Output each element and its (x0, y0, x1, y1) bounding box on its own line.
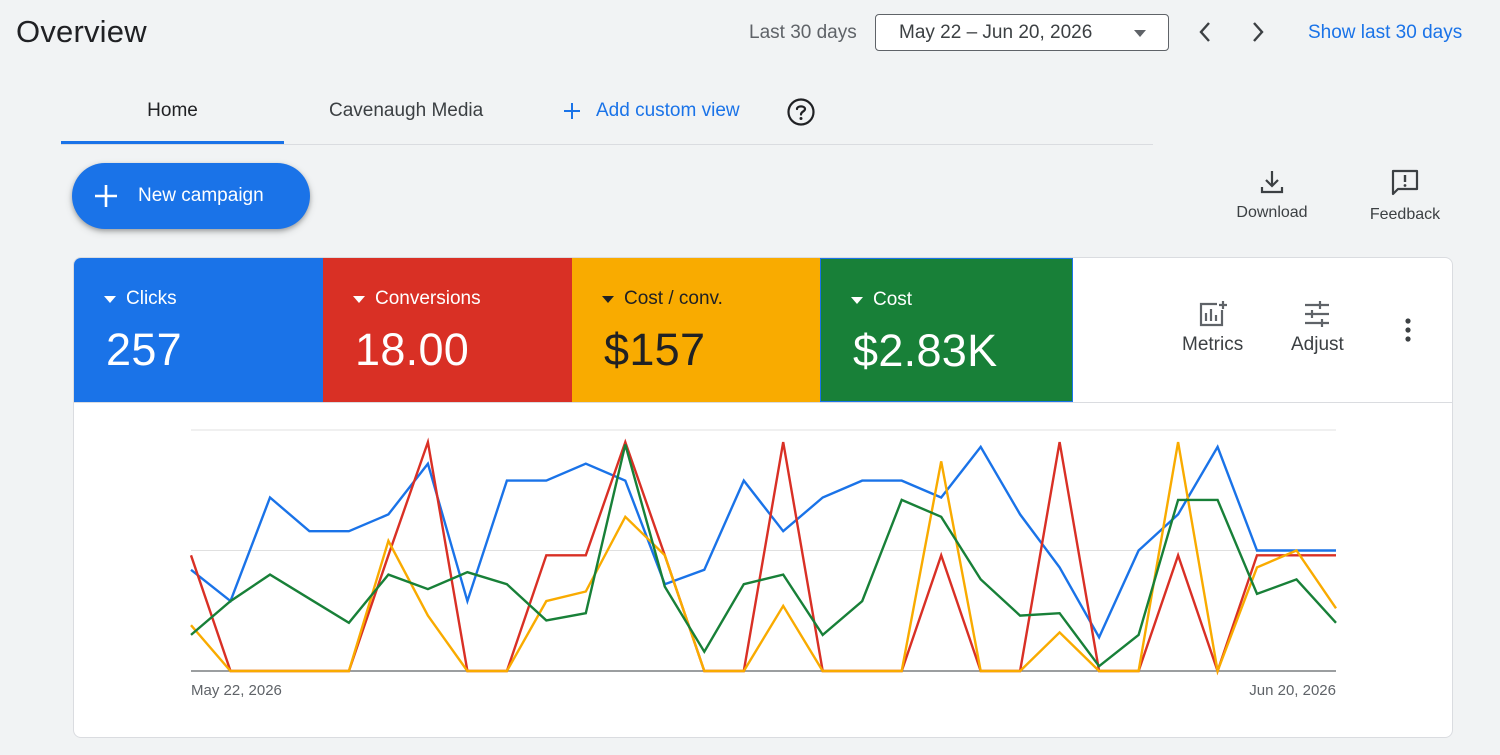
tab-add-custom-view[interactable]: Add custom view (562, 100, 740, 122)
tab-home[interactable]: Home (147, 100, 198, 121)
next-period-button[interactable] (1243, 16, 1273, 48)
more-vert-icon (1405, 318, 1411, 342)
feedback-button[interactable]: Feedback (1355, 168, 1455, 224)
date-range-picker[interactable]: May 22 – Jun 20, 2026 (875, 14, 1169, 51)
series-line-3 (190, 441, 1337, 676)
tab-cavenaugh-media[interactable]: Cavenaugh Media (329, 100, 484, 121)
plus-icon (564, 103, 580, 119)
feedback-icon (1391, 169, 1419, 196)
metric-label: Clicks (126, 288, 177, 309)
metric-label: Conversions (375, 288, 481, 309)
caret-down-icon (602, 295, 614, 303)
help-icon[interactable] (786, 97, 816, 127)
feedback-label: Feedback (1369, 206, 1441, 223)
caret-down-icon (104, 295, 116, 303)
performance-line-chart: May 22, 2026 Jun 20, 2026 (189, 429, 1337, 699)
dropdown-arrow-icon (1134, 30, 1146, 37)
series-line-4 (190, 444, 1337, 668)
show-last-30-days-link[interactable]: Show last 30 days (1308, 22, 1463, 43)
performance-card: Clicks 257 Conversions 18.00 Cost / conv… (73, 257, 1453, 738)
series-line-2 (189, 437, 1336, 675)
previous-period-button[interactable] (1190, 16, 1220, 48)
metrics-button[interactable]: Metrics (1182, 300, 1243, 356)
download-icon (1260, 171, 1284, 194)
add-custom-view-label: Add custom view (596, 100, 740, 121)
new-campaign-button[interactable]: New campaign (72, 163, 310, 229)
metric-value: $157 (604, 324, 706, 375)
caret-down-icon (851, 296, 863, 304)
caret-down-icon (353, 295, 365, 303)
metrics-label: Metrics (1182, 334, 1244, 355)
new-campaign-label: New campaign (138, 185, 264, 206)
card-divider (74, 402, 1452, 403)
metric-clicks[interactable]: Clicks 257 (74, 258, 323, 402)
date-range-value: May 22 – Jun 20, 2026 (899, 21, 1093, 43)
metric-value: 18.00 (355, 324, 470, 375)
metric-label: Cost (873, 289, 913, 310)
metric-conversions[interactable]: Conversions 18.00 (323, 258, 572, 402)
x-axis-start-label: May 22, 2026 (191, 682, 282, 699)
adjust-label: Adjust (1291, 334, 1344, 355)
metric-value: $2.83K (853, 325, 998, 376)
tabs-divider (61, 144, 1153, 145)
x-axis-end-label: Jun 20, 2026 (1249, 682, 1336, 699)
active-tab-indicator (61, 141, 284, 144)
plus-icon (95, 185, 117, 207)
chart-series (189, 437, 1337, 676)
page-title: Overview (16, 14, 147, 49)
series-line-1 (190, 444, 1336, 640)
metric-value: 257 (106, 324, 182, 375)
adjust-button[interactable]: Adjust (1291, 300, 1344, 356)
tune-icon (1305, 301, 1330, 327)
download-button[interactable]: Download (1222, 168, 1322, 222)
metric-label: Cost / conv. (624, 288, 723, 309)
add-chart-icon (1199, 301, 1227, 327)
metric-cost-per-conversion[interactable]: Cost / conv. $157 (572, 258, 820, 402)
chevron-left-icon (1199, 22, 1210, 42)
more-options-button[interactable] (1396, 314, 1420, 348)
chevron-right-icon (1253, 22, 1264, 42)
metric-cost[interactable]: Cost $2.83K (820, 258, 1073, 402)
date-range-label: Last 30 days (749, 22, 857, 43)
download-label: Download (1236, 204, 1308, 221)
